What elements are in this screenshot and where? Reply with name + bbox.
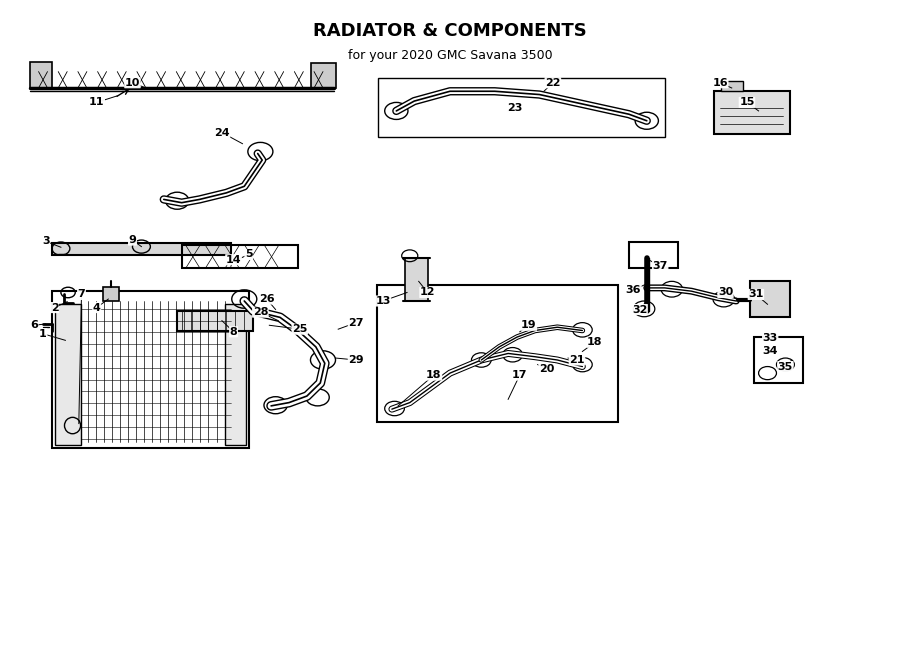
Bar [750, 282, 790, 317]
Text: 21: 21 [570, 355, 585, 365]
Text: for your 2020 GMC Savana 3500: for your 2020 GMC Savana 3500 [347, 49, 553, 61]
Bar [55, 304, 82, 446]
Text: 20: 20 [539, 364, 554, 373]
Text: 36: 36 [626, 285, 641, 295]
Text: 29: 29 [348, 355, 364, 365]
Bar [225, 304, 246, 446]
Bar [721, 81, 743, 91]
Text: 13: 13 [375, 296, 391, 306]
Text: 26: 26 [259, 294, 274, 304]
Text: 32: 32 [632, 305, 647, 315]
Bar [377, 285, 618, 422]
Bar [378, 78, 665, 137]
Text: 35: 35 [778, 362, 793, 371]
Text: 9: 9 [129, 235, 137, 245]
Text: 6: 6 [30, 321, 38, 330]
Text: 30: 30 [718, 288, 734, 297]
Text: 18: 18 [426, 370, 442, 380]
Bar [182, 245, 298, 268]
Text: 27: 27 [348, 318, 364, 328]
Bar [405, 258, 428, 301]
Text: 7: 7 [77, 290, 86, 299]
Bar [629, 242, 678, 268]
Text: 2: 2 [50, 303, 58, 313]
Text: 33: 33 [762, 333, 778, 343]
Text: 28: 28 [253, 307, 268, 317]
Text: 11: 11 [89, 97, 104, 107]
Bar [177, 311, 253, 330]
Text: 8: 8 [230, 327, 238, 337]
Text: 12: 12 [420, 288, 436, 297]
Text: 24: 24 [214, 128, 230, 137]
Text: 15: 15 [739, 97, 754, 107]
Bar [311, 63, 337, 88]
Text: 10: 10 [125, 78, 140, 88]
Text: 5: 5 [245, 249, 253, 260]
Text: 25: 25 [292, 324, 308, 334]
Text: 17: 17 [512, 370, 527, 380]
Bar [714, 91, 790, 134]
Bar [52, 243, 231, 255]
Text: 4: 4 [93, 303, 101, 313]
Text: 14: 14 [226, 254, 241, 264]
Text: 1: 1 [40, 329, 47, 339]
Text: 18: 18 [587, 337, 603, 347]
Text: 23: 23 [507, 102, 522, 112]
Text: 16: 16 [712, 78, 728, 88]
Text: 34: 34 [762, 346, 778, 356]
Text: 22: 22 [545, 78, 561, 88]
Text: 19: 19 [521, 321, 536, 330]
Bar [52, 292, 248, 448]
Text: RADIATOR & COMPONENTS: RADIATOR & COMPONENTS [313, 22, 587, 40]
Text: 31: 31 [748, 290, 763, 299]
Text: 3: 3 [42, 237, 50, 247]
Bar [103, 287, 119, 301]
Bar [754, 337, 804, 383]
Bar [30, 61, 52, 88]
Text: 37: 37 [652, 261, 668, 271]
